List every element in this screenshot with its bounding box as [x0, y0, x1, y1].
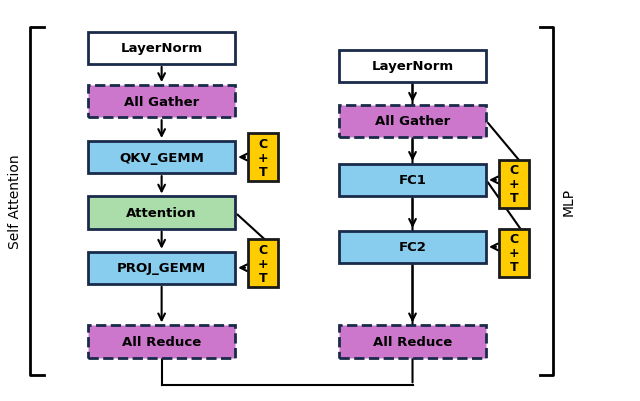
FancyBboxPatch shape [88, 33, 236, 65]
FancyBboxPatch shape [339, 51, 486, 83]
Text: Attention: Attention [126, 207, 197, 220]
Text: PROJ_GEMM: PROJ_GEMM [117, 261, 206, 275]
FancyBboxPatch shape [88, 142, 236, 174]
Text: All Gather: All Gather [375, 115, 450, 128]
FancyBboxPatch shape [339, 326, 486, 358]
FancyBboxPatch shape [248, 240, 278, 288]
Text: C
+
T: C + T [509, 164, 519, 205]
FancyBboxPatch shape [248, 134, 278, 182]
FancyBboxPatch shape [339, 231, 486, 263]
Text: Self Attention: Self Attention [8, 154, 22, 249]
Text: C
+
T: C + T [509, 233, 519, 273]
Text: All Reduce: All Reduce [122, 335, 201, 348]
Text: FC1: FC1 [399, 174, 426, 187]
Text: MLP: MLP [562, 187, 576, 215]
Text: QKV_GEMM: QKV_GEMM [119, 151, 204, 164]
Text: C
+
T: C + T [258, 243, 268, 284]
FancyBboxPatch shape [88, 197, 236, 229]
Text: FC2: FC2 [399, 241, 426, 254]
FancyBboxPatch shape [499, 160, 529, 209]
FancyBboxPatch shape [88, 86, 236, 118]
FancyBboxPatch shape [88, 326, 236, 358]
FancyBboxPatch shape [339, 105, 486, 138]
Text: LayerNorm: LayerNorm [371, 60, 454, 73]
Text: LayerNorm: LayerNorm [120, 43, 203, 55]
FancyBboxPatch shape [499, 229, 529, 277]
FancyBboxPatch shape [88, 252, 236, 284]
Text: C
+
T: C + T [258, 137, 268, 178]
Text: All Gather: All Gather [124, 95, 199, 108]
Text: All Reduce: All Reduce [373, 335, 452, 348]
FancyBboxPatch shape [339, 164, 486, 196]
